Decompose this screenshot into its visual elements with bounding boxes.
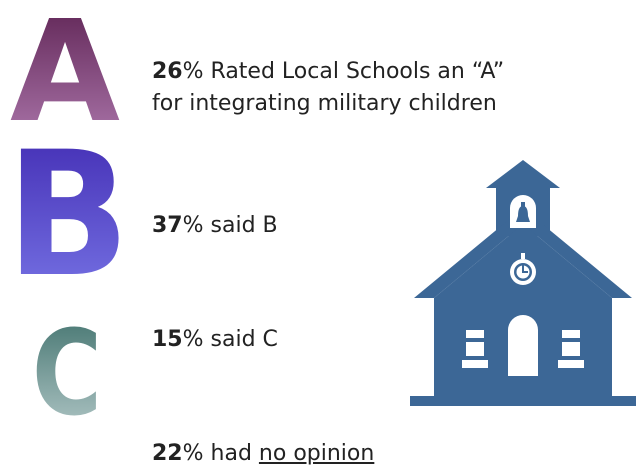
stat-none-pct: 22 bbox=[152, 441, 183, 466]
stat-b-text: said B bbox=[203, 213, 278, 238]
right-window bbox=[558, 330, 584, 368]
stat-a-pct: 26 bbox=[152, 59, 183, 84]
stat-a-text: Rated Local Schools an “A” bbox=[203, 59, 505, 84]
stat-none-underlined: no opinion bbox=[258, 441, 375, 466]
stat-a-sign: % bbox=[182, 59, 204, 84]
schoolhouse-icon bbox=[410, 160, 636, 406]
stat-c: 15% said C bbox=[152, 324, 278, 356]
main-body bbox=[434, 224, 612, 402]
letter-b-graphic: B bbox=[6, 132, 130, 282]
stat-b: 37% said B bbox=[152, 210, 278, 242]
left-window bbox=[462, 330, 488, 368]
letter-b: B bbox=[6, 132, 130, 282]
letter-a: A bbox=[10, 0, 120, 125]
stat-b-pct: 37 bbox=[152, 213, 183, 238]
stat-b-sign: % bbox=[182, 213, 204, 238]
stat-no-opinion: 22% had no opinion bbox=[152, 438, 374, 470]
stat-a-line1: 26% Rated Local Schools an “A” bbox=[152, 56, 504, 88]
letter-a-graphic: A bbox=[10, 0, 120, 125]
stat-c-pct: 15 bbox=[152, 327, 183, 352]
main-roof bbox=[414, 208, 632, 298]
stat-none-sign: % bbox=[182, 441, 204, 466]
bell-icon bbox=[516, 206, 530, 222]
letter-c: C bbox=[32, 312, 102, 422]
letter-c-graphic: C bbox=[32, 312, 102, 422]
stat-c-sign: % bbox=[182, 327, 204, 352]
stat-c-text: said C bbox=[203, 327, 278, 352]
stat-none-text: had bbox=[203, 441, 259, 466]
stat-a-line2: for integrating military children bbox=[152, 91, 497, 116]
tower-roof bbox=[486, 160, 560, 188]
door bbox=[508, 315, 538, 376]
stat-a: 26% Rated Local Schools an “A” for integ… bbox=[152, 56, 504, 120]
base bbox=[410, 396, 636, 406]
